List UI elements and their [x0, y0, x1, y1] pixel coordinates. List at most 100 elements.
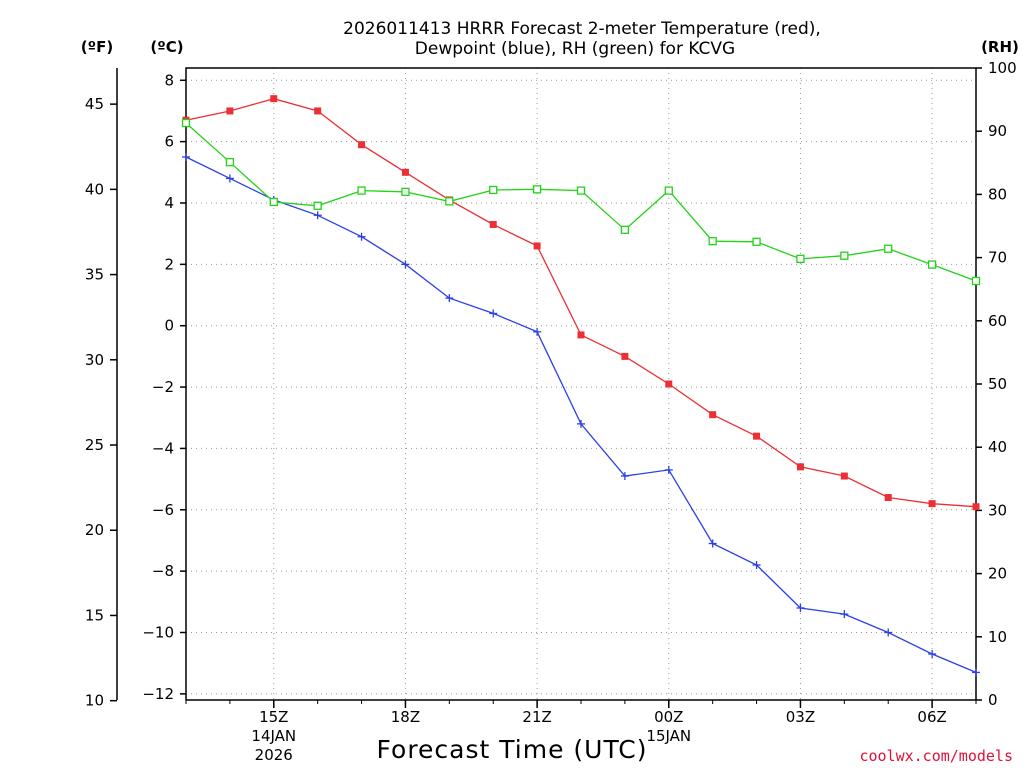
celsius-tick-label: 0: [164, 317, 174, 335]
x-tick-label: 15Z: [259, 708, 288, 726]
dewpoint-point: [752, 561, 761, 570]
data-series: [181, 95, 981, 677]
rh-point: [664, 186, 673, 195]
dewpoint-point: [577, 419, 585, 428]
temperature-point: [489, 220, 497, 228]
rh-point: [445, 197, 454, 206]
celsius-tick-label: −12: [142, 685, 174, 703]
source-credit: coolwx.com/models: [859, 747, 1013, 765]
temperature-point: [928, 500, 936, 508]
dewpoint-point: [928, 649, 937, 658]
rh-point: [620, 225, 630, 234]
chart-title-line1: 2026011413 HRRR Forecast 2-meter Tempera…: [343, 19, 821, 39]
axis-ticks: 86420−2−4−6−8−10−12454035302520151010090…: [85, 59, 1017, 764]
rh-point: [181, 118, 191, 128]
temperature-point: [270, 95, 278, 103]
rh-point: [401, 187, 410, 197]
temperature-point: [314, 107, 322, 115]
dewpoint-point: [401, 260, 410, 269]
rh-point: [927, 260, 937, 269]
rh-point: [796, 254, 805, 264]
rh-point: [357, 186, 366, 195]
fahrenheit-tick-label: 20: [85, 521, 104, 539]
rh-point: [532, 185, 542, 194]
dewpoint-point: [182, 152, 190, 161]
rh-tick-label: 100: [988, 59, 1017, 77]
dewpoint-point: [313, 211, 322, 220]
x-axis-title: Forecast Time (UTC): [377, 735, 648, 764]
temperature-point: [753, 432, 761, 440]
x-tick-year-label: 2026: [255, 746, 293, 764]
dewpoint-point: [972, 668, 980, 677]
fahrenheit-tick-label: 10: [85, 692, 104, 710]
dewpoint-point: [664, 465, 673, 474]
dewpoint-point: [225, 174, 234, 183]
celsius-tick-label: −8: [152, 562, 174, 580]
celsius-tick-label: −4: [152, 439, 174, 457]
series-rh: [181, 118, 981, 286]
plot-frame: [185, 67, 977, 701]
rh-tick-label: 0: [988, 691, 998, 709]
celsius-tick-label: −10: [142, 624, 174, 642]
rh-line: [185, 122, 977, 282]
dewpoint-point: [884, 628, 893, 637]
rh-tick-label: 70: [988, 249, 1007, 267]
rh-point: [313, 201, 322, 210]
x-tick-label: 06Z: [917, 708, 946, 726]
temperature-point: [972, 503, 980, 511]
fahrenheit-tick-label: 15: [85, 606, 104, 624]
rh-point: [576, 186, 586, 195]
celsius-tick-label: 4: [164, 194, 174, 212]
axes: [116, 67, 977, 701]
rh-unit-label: (RH): [981, 38, 1019, 56]
x-tick-label: 21Z: [522, 708, 551, 726]
dewpoint-point: [533, 327, 542, 336]
dewpoint-point: [445, 294, 454, 303]
fahrenheit-tick-label: 30: [85, 351, 104, 369]
rh-tick-label: 40: [988, 438, 1007, 456]
rh-point: [269, 197, 278, 207]
dewpoint-point: [357, 232, 366, 241]
rh-tick-label: 30: [988, 501, 1007, 519]
dewpoint-point: [840, 610, 849, 619]
fahrenheit-unit-label: (ºF): [81, 38, 113, 56]
temperature-point: [621, 352, 629, 360]
temperature-point: [840, 472, 848, 480]
dewpoint-point: [620, 472, 629, 481]
temperature-point: [577, 331, 585, 339]
dewpoint-point: [708, 539, 717, 548]
rh-tick-label: 80: [988, 185, 1007, 203]
temperature-point: [665, 380, 673, 388]
series-dewpoint: [182, 152, 980, 677]
dewpoint-line: [185, 156, 977, 673]
fahrenheit-tick-label: 40: [85, 180, 104, 198]
temperature-line: [185, 98, 977, 508]
rh-point: [884, 244, 893, 253]
temperature-point: [401, 168, 409, 176]
fahrenheit-tick-label: 25: [85, 436, 104, 454]
rh-point: [708, 237, 717, 246]
celsius-tick-label: 8: [164, 71, 174, 89]
x-tick-label: 03Z: [786, 708, 815, 726]
rh-point: [225, 158, 235, 167]
celsius-unit-label: (ºC): [150, 38, 183, 56]
celsius-tick-label: 6: [164, 133, 174, 151]
rh-tick-label: 20: [988, 565, 1007, 583]
chart-title-line2: Dewpoint (blue), RH (green) for KCVG: [415, 39, 735, 59]
x-tick-label: 00Z: [654, 708, 683, 726]
dewpoint-point: [489, 309, 498, 318]
fahrenheit-tick-label: 45: [85, 95, 104, 113]
temperature-point: [533, 242, 541, 250]
grid-lines: [186, 68, 976, 700]
celsius-tick-label: −2: [152, 378, 174, 396]
temperature-point: [796, 463, 804, 471]
dewpoint-point: [796, 603, 805, 612]
x-tick-label: 18Z: [391, 708, 420, 726]
rh-point: [489, 185, 498, 195]
celsius-tick-label: 2: [164, 255, 174, 273]
celsius-tick-label: −6: [152, 501, 174, 519]
rh-point: [752, 237, 761, 246]
rh-tick-label: 60: [988, 312, 1007, 330]
temperature-point: [226, 107, 234, 115]
